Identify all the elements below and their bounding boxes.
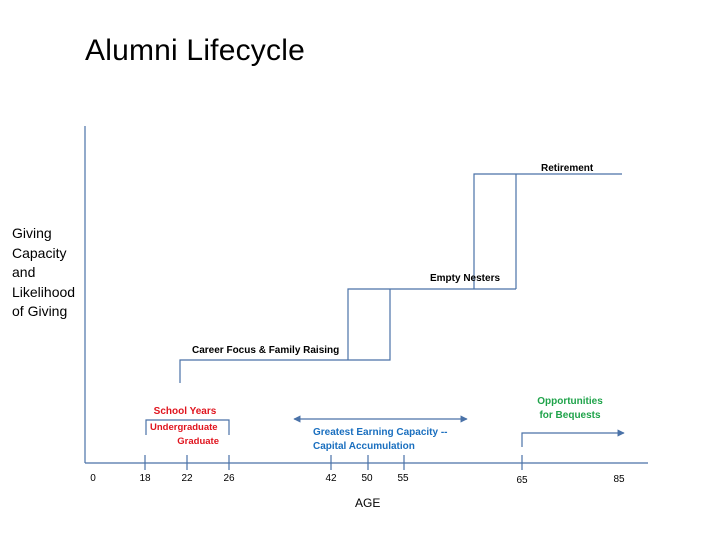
- retirement-label: Retirement: [541, 163, 594, 174]
- x-axis-ticks: [144, 455, 523, 470]
- x-tick-label: 0: [90, 473, 96, 484]
- earning-capacity-label-1: Greatest Earning Capacity --: [313, 427, 447, 438]
- x-tick-label: 85: [613, 474, 625, 485]
- career-step: [179, 359, 348, 383]
- bequests-label-2: for Bequests: [539, 410, 601, 421]
- bequests-arrow: [521, 429, 625, 447]
- y-axis-label-line: Capacity: [12, 244, 67, 261]
- retirement-step: [473, 173, 622, 289]
- bequests-label-1: Opportunities: [537, 396, 603, 407]
- empty-nesters-step: [347, 288, 516, 361]
- x-axis-label: AGE: [355, 496, 381, 510]
- school-years-bracket: [145, 419, 230, 435]
- empty-nesters-label: Empty Nesters: [430, 273, 500, 284]
- y-axis-label: Giving Capacity and Likelihood of Giving: [12, 224, 75, 322]
- undergraduate-label: Undergraduate: [150, 422, 218, 433]
- y-axis-label-line: and: [12, 264, 36, 280]
- y-axis-label-line: of Giving: [12, 303, 68, 319]
- y-axis-label-line: Giving: [12, 225, 52, 241]
- x-tick-label: 18: [139, 473, 151, 484]
- career-label: Career Focus & Family Raising: [192, 345, 339, 356]
- page-title: Alumni Lifecycle: [85, 34, 305, 67]
- x-tick-label: 42: [325, 473, 337, 484]
- school-years-label: School Years: [154, 406, 217, 417]
- x-tick-label: 55: [397, 473, 409, 484]
- earning-capacity-label-2: Capital Accumulation: [313, 441, 415, 452]
- x-tick-label: 65: [516, 475, 528, 486]
- y-axis-label-line: Likelihood: [12, 283, 76, 300]
- x-tick-label: 26: [223, 473, 235, 484]
- x-tick-label: 50: [361, 473, 373, 484]
- x-tick-label: 22: [181, 473, 193, 484]
- graduate-label: Graduate: [177, 436, 219, 447]
